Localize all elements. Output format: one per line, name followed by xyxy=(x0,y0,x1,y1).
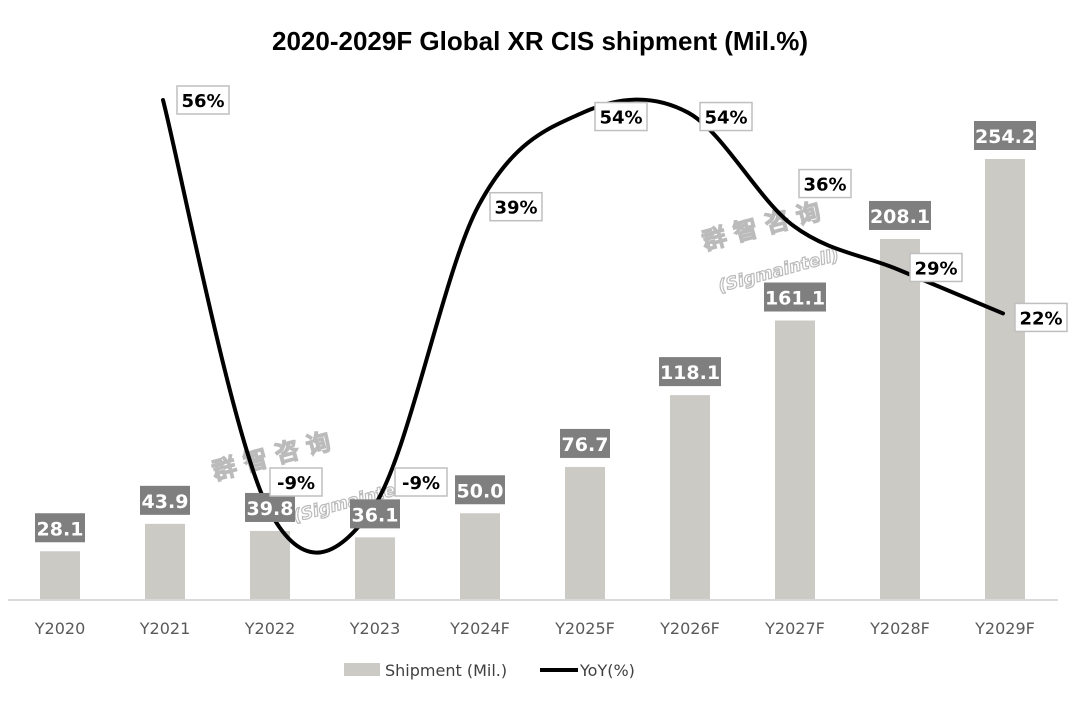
bar-data-label: 118.1 xyxy=(660,362,720,384)
legend-swatch-shipment xyxy=(344,663,380,676)
yoy-data-label-box xyxy=(176,85,230,115)
yoy-data-label-box xyxy=(909,252,963,283)
x-tick-label: Y2022 xyxy=(244,619,296,638)
bar-data-label: 43.9 xyxy=(142,491,189,513)
legend: Shipment (Mil.) YoY(%) xyxy=(344,661,635,680)
yoy-data-label: 54% xyxy=(704,108,747,129)
yoy-data-label-box xyxy=(394,467,448,497)
x-tick-label: Y2027F xyxy=(764,619,825,638)
yoy-data-label-box xyxy=(699,101,753,132)
chart-title: 2020-2029F Global XR CIS shipment (Mil.%… xyxy=(271,26,809,56)
x-tick-label: Y2021 xyxy=(139,619,191,638)
yoy-data-label: 39% xyxy=(494,198,537,219)
bar-data-label-bg xyxy=(869,200,931,230)
bar-data-label-bg xyxy=(350,499,400,529)
bar-y2022 xyxy=(250,530,290,600)
yoy-data-label-box xyxy=(1014,302,1068,333)
watermark-chinese: 群 智 咨 询 xyxy=(699,197,823,255)
bar-data-label-bg xyxy=(140,485,190,515)
yoy-data-label: 29% xyxy=(914,258,957,279)
bar-y2025f xyxy=(565,466,605,600)
yoy-data-label-box xyxy=(594,101,648,132)
line-labels-layer: 56% -9% -9% 39% 54% 54% 36% 29% 22% xyxy=(176,85,1068,497)
yoy-data-label-box xyxy=(489,191,543,222)
yoy-data-label: 36% xyxy=(803,175,846,196)
bar-y2023 xyxy=(355,537,395,600)
bar-data-label: 254.2 xyxy=(975,126,1035,148)
yoy-data-label-box xyxy=(269,467,323,497)
x-tick-label: Y2029F xyxy=(974,619,1035,638)
x-tick-label: Y2026F xyxy=(659,619,720,638)
bar-data-label-bg xyxy=(560,428,610,458)
bar-data-label: 36.1 xyxy=(352,504,399,526)
bars-layer xyxy=(40,159,1025,600)
bar-labels-layer: 28.1 43.9 39.8 36.1 50.0 76.7 118.1 161.1 208.1 2… xyxy=(35,121,1036,543)
x-tick-label: Y2025F xyxy=(554,619,615,638)
bar-data-label-bg xyxy=(974,121,1036,150)
yoy-data-label: 22% xyxy=(1019,308,1062,329)
bar-y2029f xyxy=(985,159,1025,600)
yoy-data-label: -9% xyxy=(277,473,315,494)
bar-data-label-bg xyxy=(764,282,826,312)
bar-y2020 xyxy=(40,551,80,600)
bar-data-label: 208.1 xyxy=(870,206,930,228)
x-tick-label: Y2024F xyxy=(449,619,510,638)
legend-label-shipment: Shipment (Mil.) xyxy=(385,661,507,680)
bar-data-label: 50.0 xyxy=(457,480,504,502)
bar-data-label: 161.1 xyxy=(765,288,825,310)
yoy-data-label: 56% xyxy=(181,91,224,112)
bar-data-label-bg xyxy=(245,492,295,522)
bar-data-label: 28.1 xyxy=(37,518,84,540)
bar-data-label: 39.8 xyxy=(247,498,294,520)
x-tick-label: Y2023 xyxy=(349,619,401,638)
bar-data-label-bg xyxy=(455,475,505,505)
legend-label-yoy: YoY(%) xyxy=(579,661,635,680)
bar-y2027f xyxy=(775,320,815,600)
yoy-data-label-box xyxy=(798,168,852,199)
bar-y2026f xyxy=(670,395,710,600)
bar-y2024f xyxy=(460,513,500,600)
bar-data-label-bg xyxy=(659,357,721,387)
x-tick-label: Y2020 xyxy=(34,619,86,638)
bar-y2021 xyxy=(145,523,185,600)
yoy-data-label: 54% xyxy=(599,108,642,129)
bar-y2028f xyxy=(880,238,920,600)
x-tick-labels: Y2020 Y2021 Y2022 Y2023 Y2024F Y2025F Y2026F Y2… xyxy=(34,619,1035,638)
x-tick-label: Y2028F xyxy=(869,619,930,638)
yoy-data-label: -9% xyxy=(402,473,440,494)
bar-data-label-bg xyxy=(35,513,85,543)
bar-data-label: 76.7 xyxy=(562,434,609,456)
